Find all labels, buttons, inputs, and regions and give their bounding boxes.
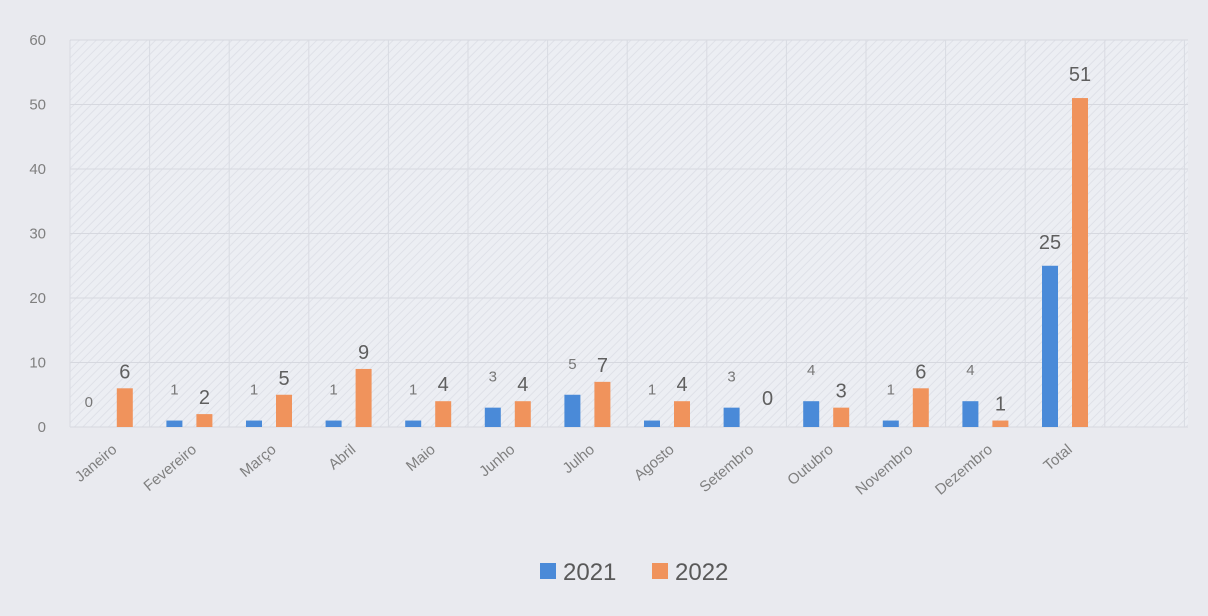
bar-2022-total xyxy=(1072,98,1088,428)
data-label-2021-fevereiro: 1 xyxy=(170,382,178,399)
data-label-2021-maio: 1 xyxy=(409,382,417,399)
bar-2021-total xyxy=(1042,265,1058,427)
data-label-2022-junho: 4 xyxy=(517,374,528,396)
bar-2022-junho xyxy=(514,401,531,427)
bar-2021-março xyxy=(246,420,262,427)
bar-2021-abril xyxy=(325,420,342,427)
gridlines xyxy=(69,39,1188,428)
data-label-2022-dezembro: 1 xyxy=(995,394,1006,416)
data-label-2022-maio: 4 xyxy=(438,374,449,396)
data-label-2021-abril: 1 xyxy=(329,382,337,399)
data-label-2021-dezembro: 4 xyxy=(966,362,974,379)
data-label-2022-outubro: 3 xyxy=(836,381,847,403)
bar-series xyxy=(116,98,1088,428)
data-label-2021-junho: 3 xyxy=(489,369,497,386)
bar-2022-novembro xyxy=(912,388,929,427)
bar-2021-julho xyxy=(564,394,581,427)
data-label-2022-total: 51 xyxy=(1069,64,1091,86)
bar-2021-junho xyxy=(484,407,501,427)
y-tick-label: 40 xyxy=(29,161,46,178)
y-tick-label: 50 xyxy=(29,97,46,114)
data-label-2022-novembro: 6 xyxy=(915,361,926,383)
bar-2022-outubro xyxy=(833,407,850,427)
data-label-2021-setembro: 3 xyxy=(727,369,735,386)
data-label-2022-setembro: 0 xyxy=(762,388,773,410)
data-label-2022-agosto: 4 xyxy=(676,374,687,396)
legend-label-2021: 2021 xyxy=(563,559,616,586)
data-label-2021-março: 1 xyxy=(250,382,258,399)
data-label-2021-novembro: 1 xyxy=(887,382,895,399)
data-label-2022-janeiro: 6 xyxy=(119,361,130,383)
data-label-2021-julho: 5 xyxy=(568,356,576,373)
data-label-2022-março: 5 xyxy=(278,368,289,390)
y-axis-tick-labels: 0 10 20 30 40 50 60 xyxy=(29,32,46,436)
y-tick-label: 60 xyxy=(29,32,46,49)
data-label-2022-fevereiro: 2 xyxy=(199,387,210,409)
data-label-2021-total: 25 xyxy=(1039,232,1061,254)
legend-label-2022: 2022 xyxy=(675,559,728,586)
bar-2022-agosto xyxy=(674,401,690,427)
bar-2021-dezembro xyxy=(962,401,979,427)
legend-swatch-2021 xyxy=(540,563,556,579)
legend: 2021 2022 xyxy=(540,559,728,586)
data-label-2021-outubro: 4 xyxy=(807,362,815,379)
data-label-2022-abril: 9 xyxy=(358,342,369,364)
legend-swatch-2022 xyxy=(652,563,668,579)
bar-2022-março xyxy=(276,394,292,427)
bar-2021-setembro xyxy=(723,407,740,427)
data-label-2022-julho: 7 xyxy=(597,355,608,377)
y-tick-label: 10 xyxy=(29,355,46,372)
bar-2022-dezembro xyxy=(992,420,1009,427)
bar-2022-fevereiro xyxy=(196,414,213,427)
y-tick-label: 30 xyxy=(29,226,46,243)
bar-2021-fevereiro xyxy=(166,420,183,427)
bar-2022-maio xyxy=(435,401,452,427)
y-tick-label: 0 xyxy=(38,419,46,436)
y-tick-label: 20 xyxy=(29,290,46,307)
bar-2021-novembro xyxy=(882,420,899,427)
bar-2022-julho xyxy=(594,381,611,427)
bar-2021-maio xyxy=(405,420,422,427)
bar-2021-outubro xyxy=(803,401,820,427)
data-label-2021-agosto: 1 xyxy=(648,382,656,399)
bar-2022-abril xyxy=(355,368,372,427)
bar-2022-janeiro xyxy=(116,388,133,427)
data-label-2021-janeiro: 0 xyxy=(85,394,93,411)
bar-2021-agosto xyxy=(644,420,660,427)
